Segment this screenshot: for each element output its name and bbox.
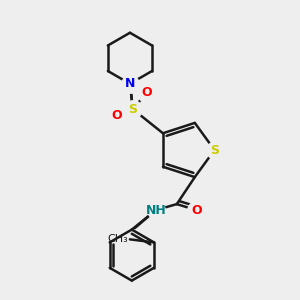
Text: S: S	[210, 143, 219, 157]
Text: N: N	[125, 77, 135, 90]
Text: O: O	[141, 86, 152, 99]
Text: O: O	[191, 204, 202, 217]
Text: O: O	[111, 109, 122, 122]
Text: S: S	[128, 103, 137, 116]
Text: CH₃: CH₃	[108, 234, 128, 244]
Text: NH: NH	[146, 204, 166, 217]
